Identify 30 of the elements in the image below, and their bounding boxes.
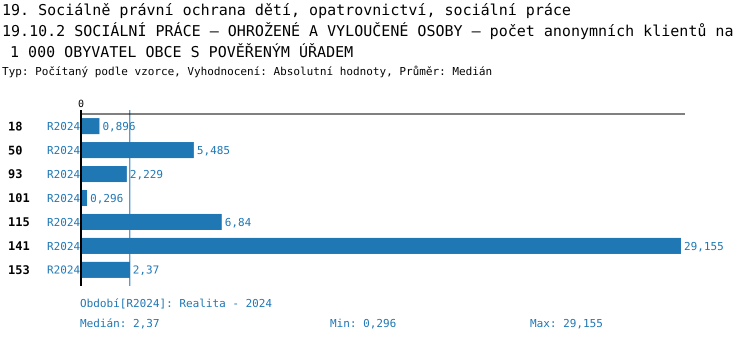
- text: Max: 29,155: [530, 317, 603, 330]
- text: R2024: [47, 264, 80, 277]
- bar: [81, 118, 100, 134]
- data-label: 5,485: [196, 144, 230, 157]
- y-tick-label: 18: [8, 119, 22, 134]
- y-tick-label: 93: [8, 167, 22, 182]
- annotation: 0: [78, 99, 84, 110]
- data-label: 6,84: [224, 216, 252, 229]
- y-tick-label: 101: [8, 191, 30, 206]
- text: Min: 0,296: [330, 317, 396, 330]
- text: R2024: [47, 240, 80, 253]
- data-label: 0,296: [90, 192, 124, 205]
- text: Období[R2024]: Realita - 2024: [80, 297, 272, 310]
- series-label: R2024: [47, 120, 80, 133]
- text: R2024: [47, 168, 80, 181]
- text: Medián: 2,37: [80, 317, 160, 330]
- chart-subtitle: 19.10.2 SOCIÁLNÍ PRÁCE – OHROŽENÉ A VYLOUČENÉ OSOBY – počet anonymních klientů na 1 000 OBYVATEL OBCE S POVĚŘENÝM ÚŘADEM: [2, 22, 734, 61]
- text: R2024: [47, 144, 80, 157]
- text: R2024: [47, 192, 80, 205]
- y-tick-label: 141: [8, 239, 30, 254]
- data-label: 2,37: [132, 264, 160, 277]
- data-label: 29,155: [684, 240, 724, 253]
- bar: [81, 166, 127, 182]
- chart-title: 19. Sociálně právní ochrana dětí, opatrovnictví, sociální práce: [2, 1, 571, 19]
- data-label: 2,229: [130, 168, 163, 181]
- y-tick-label: 50: [8, 143, 22, 158]
- text: R2024: [47, 216, 80, 229]
- y-tick-label: 153: [8, 263, 30, 278]
- text: Typ: Počítaný podle vzorce, Vyhodnocení: Absolutní hodnoty, Průměr: Medián: [2, 65, 492, 78]
- y-tick-label: 115: [8, 215, 30, 230]
